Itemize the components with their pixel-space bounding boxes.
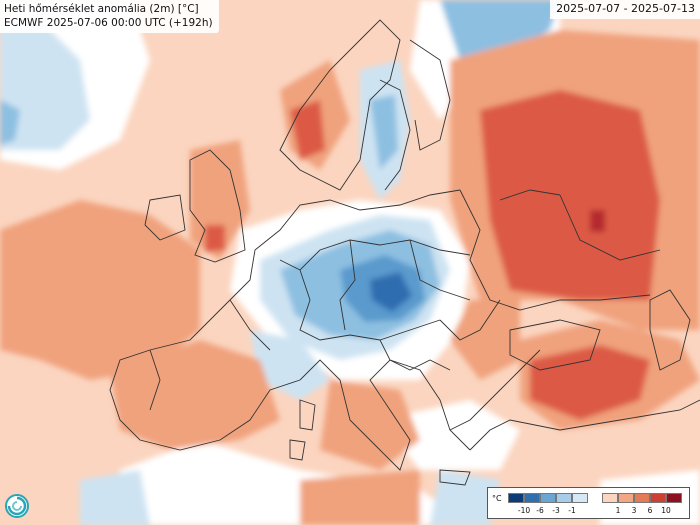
legend-swatch-pos-3: [634, 493, 650, 503]
country-borders: [109, 19, 700, 486]
legend-tick: -10: [517, 506, 531, 515]
legend-tick: -3: [552, 506, 560, 515]
legend-tick: -6: [536, 506, 544, 515]
legend-swatch-neg-2: [524, 493, 540, 503]
legend-swatch-neg-5: [572, 493, 588, 503]
legend-swatch-pos-1: [602, 493, 618, 503]
legend-swatch-neg-1: [508, 493, 524, 503]
legend-unit: °C: [492, 494, 502, 503]
swirl-logo-icon: [4, 493, 30, 519]
period-label: 2025-07-07 - 2025-07-13: [550, 0, 700, 19]
legend-swatch-pos-5: [666, 493, 682, 503]
legend-tick: 3: [631, 506, 637, 515]
legend-swatch-pos-4: [650, 493, 666, 503]
map-title: Heti hőmérséklet anomália (2m) [°C]: [4, 3, 199, 15]
legend-swatch-neg-3: [540, 493, 556, 503]
legend-swatch-pos-2: [618, 493, 634, 503]
legend-swatch-neg-4: [556, 493, 572, 503]
legend-tick: 1: [615, 506, 621, 515]
legend-tick: 6: [647, 506, 653, 515]
legend-swatches: [508, 493, 682, 503]
color-legend: °C -10 -6 -3 -1 1 3 6 10: [487, 487, 690, 519]
map-title-box: Heti hőmérséklet anomália (2m) [°C] ECMW…: [0, 0, 219, 33]
model-run-label: ECMWF 2025-07-06 00:00 UTC (+192h): [4, 17, 213, 29]
legend-tick: -1: [568, 506, 576, 515]
legend-tick: 10: [661, 506, 671, 515]
